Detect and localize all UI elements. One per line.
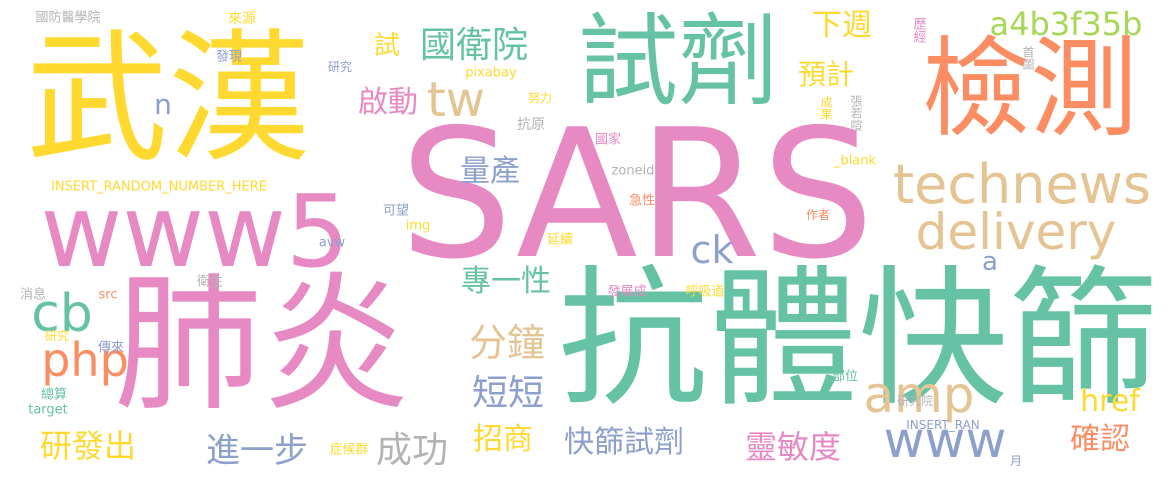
word-amp: amp — [863, 366, 975, 424]
word-a: a — [982, 247, 998, 277]
word-blank: _blank — [833, 153, 877, 169]
word-expected: 預計 — [797, 58, 855, 91]
word-research-2: 研究 — [44, 329, 70, 343]
word-avw: avw — [318, 235, 346, 251]
word-href: href — [1080, 384, 1140, 419]
word-sensitivity: 靈敏度 — [744, 428, 842, 466]
word-insert-random: INSERT_RANDOM_NUMBER_HERE — [51, 179, 267, 195]
word-minutes: 分鐘 — [468, 321, 546, 365]
word-hopeful: 可望 — [382, 203, 410, 219]
word-try: 試 — [373, 31, 401, 61]
word-ndmc: 國防醫學院 — [35, 10, 101, 26]
word-n: n — [154, 88, 172, 121]
word-finally: 總算 — [40, 387, 68, 403]
word-php: php — [41, 333, 129, 387]
word-nhri: 國衛院 — [419, 25, 529, 66]
word-chang-jo-hsuan: 張若喧 — [849, 95, 863, 131]
word-short: 短短 — [471, 373, 545, 414]
word-continue: 延續 — [546, 232, 574, 248]
word-rapid-reagent: 快篩試劑 — [564, 425, 684, 460]
word-pixabay: pixabay — [465, 65, 517, 81]
word-respiratory: 呼吸道 — [685, 284, 725, 300]
word-insert-ran: INSERT_RAN — [906, 418, 980, 432]
word-discover: 發現 — [215, 49, 243, 65]
word-ck: ck — [690, 228, 734, 272]
word-results: 成果 — [819, 96, 833, 120]
word-a4b3f35b: a4b3f35b — [989, 5, 1143, 43]
word-source: 來源 — [228, 11, 256, 27]
word-target: target — [28, 402, 68, 418]
word-developed: 研發出 — [39, 427, 137, 465]
word-www5: www5 — [40, 173, 350, 290]
word-health: 衛生 — [196, 274, 224, 290]
word-mass-production: 量產 — [460, 154, 520, 189]
word-src: src — [98, 287, 118, 303]
word-tw: tw — [426, 72, 486, 128]
word-launch: 啟動 — [358, 85, 418, 120]
word-cover-image: 首圖 — [1021, 46, 1035, 70]
word-research-1: 研究 — [327, 60, 353, 74]
word-site: 部位 — [831, 369, 859, 385]
word-test: 檢測 — [921, 27, 1139, 152]
word-reagent: 試劑 — [578, 3, 778, 120]
word-antibody-rapid: 抗體快篩 — [557, 253, 1159, 427]
word-develop-into: 發展成 — [607, 284, 647, 300]
word-country: 國家 — [594, 132, 622, 148]
word-further: 進一步 — [206, 431, 308, 471]
word-zoneid: zoneid — [611, 163, 655, 179]
word-next-week: 下週 — [812, 8, 872, 43]
word-come-from: 傳來 — [97, 340, 125, 356]
word-pneumonia: 肺炎 — [114, 259, 410, 431]
word-experience: 歷經 — [910, 17, 926, 43]
word-acute: 急性 — [628, 193, 656, 209]
word-author: 作者 — [805, 208, 831, 222]
word-month: 月 — [1009, 454, 1023, 468]
word-wuhan: 武漢 — [26, 17, 310, 182]
word-institute: 研究院 — [896, 394, 934, 408]
word-syndrome: 症候群 — [329, 442, 369, 458]
word-confirm: 確認 — [1070, 422, 1130, 457]
word-cb: cb — [31, 284, 93, 344]
word-news: 消息 — [19, 287, 47, 303]
word-investment: 招商 — [473, 422, 533, 457]
word-delivery: delivery — [915, 203, 1117, 261]
word-specificity: 專一性 — [461, 264, 551, 299]
word-antigen: 抗原 — [517, 117, 545, 133]
word-success: 成功 — [375, 430, 449, 471]
word-www: www — [883, 411, 1007, 469]
word-technews: technews — [892, 153, 1152, 216]
word-effort: 努力 — [527, 91, 553, 105]
word-img: img — [405, 218, 431, 234]
word-sars: SARS — [399, 91, 875, 298]
